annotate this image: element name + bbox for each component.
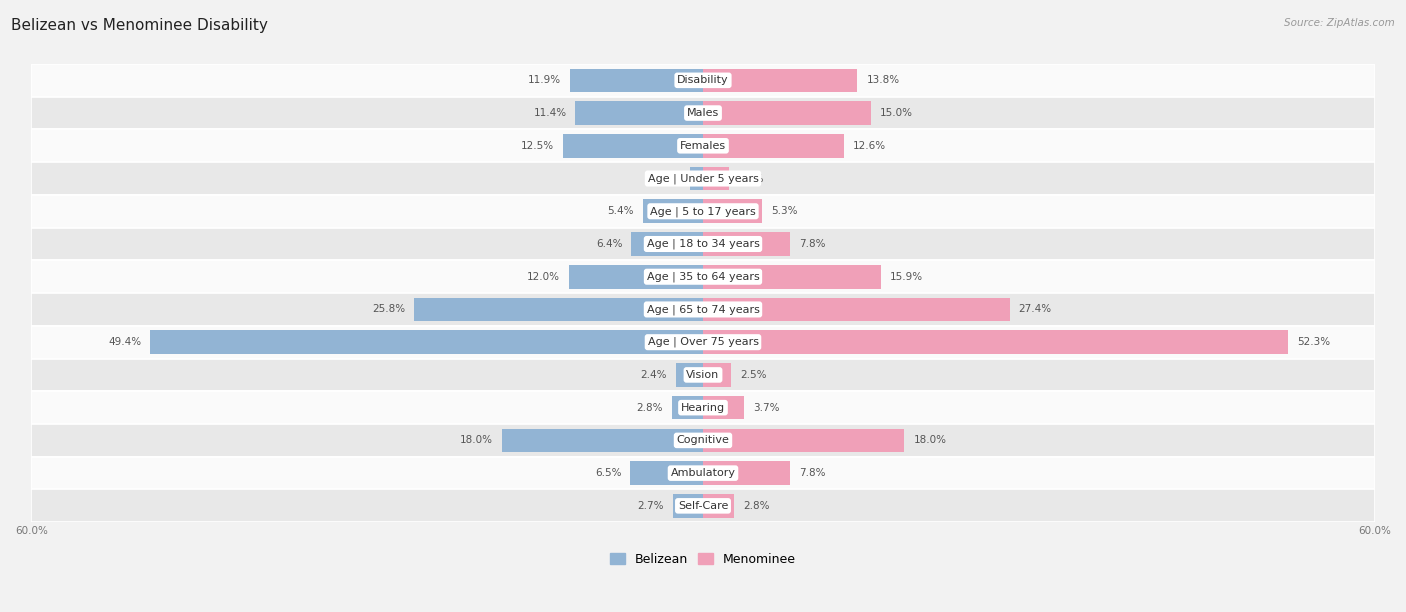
Text: 12.6%: 12.6% [853,141,886,151]
Bar [673,494,703,518]
Text: 2.7%: 2.7% [637,501,664,511]
Bar [415,297,703,321]
Text: 7.8%: 7.8% [799,239,825,249]
Text: Age | 18 to 34 years: Age | 18 to 34 years [647,239,759,249]
Text: 13.8%: 13.8% [866,75,900,85]
Bar [31,195,1375,228]
Text: 49.4%: 49.4% [108,337,141,347]
Bar [575,101,703,125]
Text: 2.8%: 2.8% [744,501,770,511]
Bar [31,97,1375,129]
Text: Age | 65 to 74 years: Age | 65 to 74 years [647,304,759,315]
Text: Age | Under 5 years: Age | Under 5 years [648,173,758,184]
Text: 2.8%: 2.8% [636,403,662,412]
Text: 25.8%: 25.8% [373,304,405,315]
Bar [31,326,1375,359]
Bar [630,461,703,485]
Bar [31,129,1375,162]
Text: Source: ZipAtlas.com: Source: ZipAtlas.com [1284,18,1395,28]
Text: 52.3%: 52.3% [1298,337,1330,347]
Bar [703,297,1010,321]
Bar [703,200,762,223]
Bar [703,134,844,157]
Text: 18.0%: 18.0% [914,435,946,446]
Bar [631,232,703,256]
Text: Vision: Vision [686,370,720,380]
Text: Age | 5 to 17 years: Age | 5 to 17 years [650,206,756,217]
Bar [703,166,728,190]
Text: Hearing: Hearing [681,403,725,412]
Text: 12.0%: 12.0% [527,272,560,282]
Bar [643,200,703,223]
Bar [568,265,703,288]
Text: Age | Over 75 years: Age | Over 75 years [648,337,758,348]
Text: 12.5%: 12.5% [522,141,554,151]
Bar [703,363,731,387]
Bar [31,162,1375,195]
Bar [703,396,744,419]
Legend: Belizean, Menominee: Belizean, Menominee [605,548,801,571]
Text: 11.4%: 11.4% [533,108,567,118]
Bar [569,69,703,92]
Text: 2.5%: 2.5% [740,370,766,380]
Bar [31,457,1375,490]
Text: Age | 35 to 64 years: Age | 35 to 64 years [647,272,759,282]
Text: Self-Care: Self-Care [678,501,728,511]
Text: 2.4%: 2.4% [641,370,668,380]
Text: 15.9%: 15.9% [890,272,924,282]
Text: 5.4%: 5.4% [607,206,634,216]
Text: 3.7%: 3.7% [754,403,780,412]
Bar [703,461,790,485]
Text: 5.3%: 5.3% [772,206,797,216]
Bar [672,396,703,419]
Text: 11.9%: 11.9% [527,75,561,85]
Bar [676,363,703,387]
Text: 6.5%: 6.5% [595,468,621,478]
Bar [703,428,904,452]
Bar [703,232,790,256]
Text: 15.0%: 15.0% [880,108,912,118]
Text: 7.8%: 7.8% [799,468,825,478]
Text: 18.0%: 18.0% [460,435,492,446]
Bar [31,260,1375,293]
Text: Ambulatory: Ambulatory [671,468,735,478]
Bar [150,330,703,354]
Bar [703,69,858,92]
Text: 27.4%: 27.4% [1018,304,1052,315]
Text: Females: Females [681,141,725,151]
Text: Cognitive: Cognitive [676,435,730,446]
Text: 6.4%: 6.4% [596,239,623,249]
Bar [31,359,1375,391]
Bar [31,228,1375,260]
Text: 1.2%: 1.2% [654,174,681,184]
Bar [31,293,1375,326]
Bar [502,428,703,452]
Bar [703,101,870,125]
Bar [31,490,1375,522]
Bar [31,391,1375,424]
Text: Disability: Disability [678,75,728,85]
Bar [703,494,734,518]
Bar [703,330,1288,354]
Bar [703,265,882,288]
Bar [31,424,1375,457]
Text: 2.3%: 2.3% [738,174,765,184]
Bar [562,134,703,157]
Text: Males: Males [688,108,718,118]
Bar [31,64,1375,97]
Bar [689,166,703,190]
Text: Belizean vs Menominee Disability: Belizean vs Menominee Disability [11,18,269,34]
